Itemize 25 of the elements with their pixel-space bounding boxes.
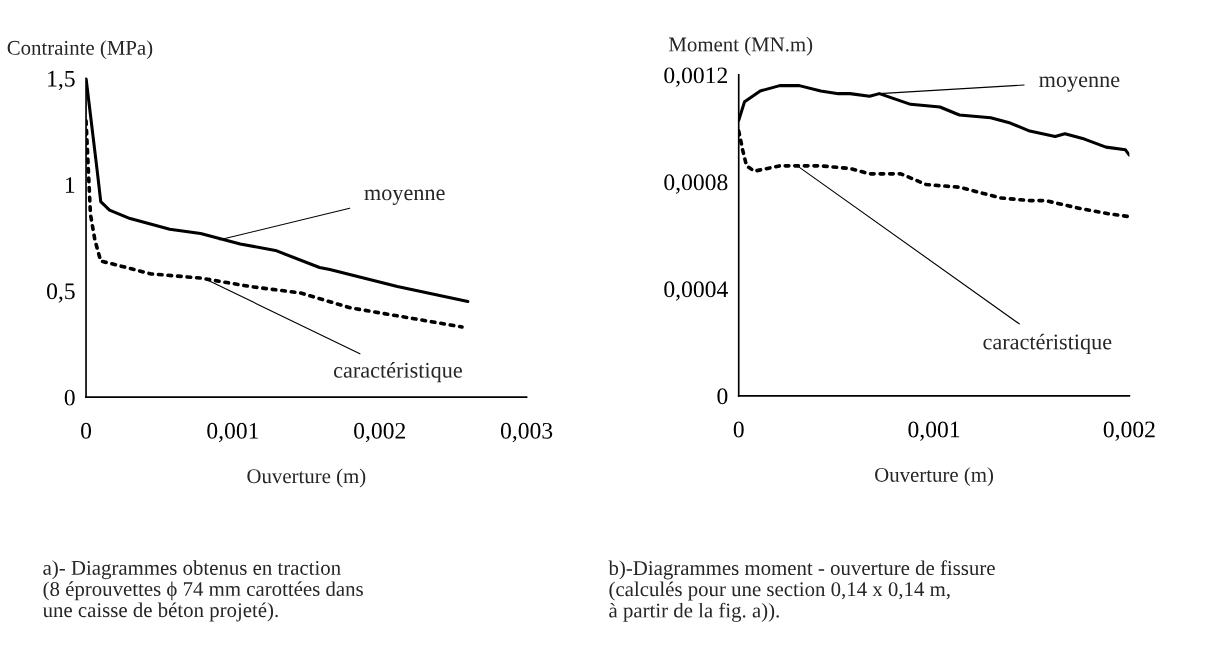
x-tick-label: 0,002 [354, 422, 405, 443]
y-tick-label: 1,5 [48, 70, 75, 91]
text: a)- Diagrammes obtenus en traction (8 éprouvettes ϕ 74 mm carottées dans une caisse de béton projeté). [42, 560, 363, 622]
x-tick-label: 0,003 [500, 422, 553, 443]
annotation: caractéristique [334, 362, 462, 383]
x-axis-title: Ouverture (m) [875, 467, 993, 487]
annotation: caractéristique [983, 333, 1112, 354]
x-tick-label: 0 [733, 421, 744, 438]
text: b)-Diagrammes moment - ouverture de fissure (calculés pour une section 0,14 x 0,14 m, à partir de la fig. a)). [608, 560, 995, 622]
x-tick-label: 0,001 [207, 422, 259, 443]
annotation: moyenne [1039, 76, 1120, 92]
x-tick-label: 0,002 [1103, 421, 1155, 441]
x-tick-label: 0,001 [908, 421, 960, 441]
y-axis-title: Contrainte (MPa) [7, 40, 153, 60]
annotation: moyenne [364, 189, 445, 205]
y-tick-label: 0 [717, 388, 728, 405]
y-tick-label: 0,0004 [664, 281, 728, 301]
y-tick-label: 0,0008 [664, 174, 728, 194]
x-axis-title: Ouverture (m) [247, 468, 366, 488]
y-axis-title: Moment (MN.m) [669, 36, 813, 56]
y-tick-label: 0,0012 [664, 67, 727, 87]
x-tick-label: 0 [81, 422, 92, 439]
y-tick-label: 1 [65, 177, 75, 193]
y-tick-label: 0,5 [47, 283, 75, 303]
y-tick-label: 0 [64, 389, 75, 406]
